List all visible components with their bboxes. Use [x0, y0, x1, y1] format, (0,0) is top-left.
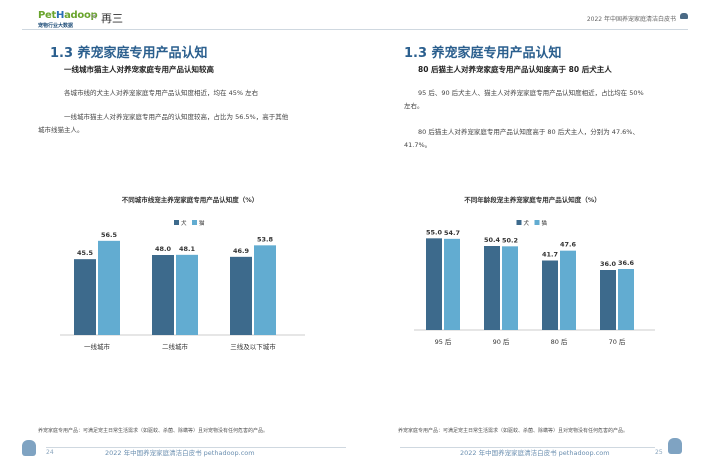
value-label-0-3: 36.0	[600, 260, 617, 268]
brand-tagline: 宠物行业大数据	[38, 23, 74, 29]
right-footer-text: 2022 年中国养宠家庭清洁白皮书 pethadoop.com	[460, 449, 610, 457]
chart-by-age-group: 不同年龄段宠主养宠家庭专用产品认知度（%） 犬 猫 55.0 54.7 95 后 50.4 5…	[414, 195, 655, 346]
chart-by-city-tier: 不同城市线宠主养宠家庭专用产品认知度（%） 犬 猫 45.5 56.5 一线城市 48.0 4…	[60, 195, 305, 351]
left-paragraph-2-line-1: 一线城市猫主人对养宠家庭专用产品的认知度较高，占比为 56.5%，高于其他	[64, 113, 289, 121]
right-paragraph-1-line-1: 95 后、90 后犬主人、猫主人对养宠家庭专用产品认知度相近，占比均在 50%	[418, 89, 644, 97]
cat-icon	[680, 13, 688, 19]
legend-label-0: 犬	[524, 219, 530, 227]
cat-silhouette-icon	[668, 438, 682, 454]
left-footnote: 养宠家庭专用产品：可满足宠主日常生活需求（如驱蚊、杀菌、除螨等）且对宠物没有任何…	[38, 428, 269, 434]
value-label-1-3: 36.6	[618, 259, 635, 267]
left-subtitle: 一线城市猫主人对养宠家庭专用产品认知较高	[64, 65, 214, 74]
right-paragraph-1: 95 后、90 后犬主人、猫主人对养宠家庭专用产品认知度相近，占比均在 50% …	[404, 87, 679, 113]
bar-0-0	[426, 238, 442, 330]
left-paragraph-2-line-2: 城市线猫主人。	[38, 126, 84, 134]
right-section-title: 1.3 养宠家庭专用产品认知	[404, 46, 562, 61]
value-label-0-2: 46.9	[233, 247, 250, 255]
brand-logo: PetHadoop	[38, 10, 98, 21]
bar-1-3	[618, 269, 634, 330]
right-paragraph-2: 80 后猫主人对养宠家庭专用产品认知度高于 80 后犬主人，分别为 47.6%、…	[404, 126, 679, 152]
chart-title: 不同城市线宠主养宠家庭专用产品认知度（%）	[122, 195, 259, 204]
value-label-1-0: 54.7	[444, 229, 460, 237]
legend-label-0: 犬	[181, 219, 187, 227]
left-page-number: 24	[46, 449, 54, 456]
legend-swatch-0	[516, 220, 522, 225]
left-footer-divider	[46, 447, 346, 448]
value-label-1-0: 56.5	[101, 231, 118, 239]
left-paragraph-2: 一线城市猫主人对养宠家庭专用产品的认知度较高，占比为 56.5%，高于其他 城市…	[38, 111, 349, 137]
bar-0-2	[230, 256, 252, 335]
bar-1-1	[176, 254, 198, 335]
bar-0-1	[484, 246, 500, 330]
category-label-2: 80 后	[551, 337, 568, 346]
value-label-1-1: 48.1	[179, 245, 196, 253]
bar-0-2	[542, 260, 558, 330]
category-label-0: 一线城市	[84, 342, 111, 351]
value-label-0-1: 50.4	[484, 236, 501, 244]
cat-silhouette-icon	[22, 440, 36, 456]
category-label-0: 95 后	[435, 337, 452, 346]
legend-label-1: 猫	[199, 219, 205, 227]
left-paragraph-1: 各城市线的犬主人对养宠家庭专用产品认知度相近，均在 45% 左右	[64, 89, 259, 97]
legend-swatch-1	[192, 220, 197, 225]
category-label-2: 三线及以下城市	[230, 342, 276, 351]
right-paragraph-2-line-2: 41.7%。	[404, 141, 432, 149]
bar-0-1	[152, 255, 174, 335]
bar-1-2	[254, 245, 276, 335]
value-label-1-1: 50.2	[502, 236, 518, 244]
value-label-0-0: 45.5	[77, 249, 94, 257]
logo-separator: ×	[90, 12, 98, 22]
left-section-title: 1.3 养宠家庭专用产品认知	[50, 46, 208, 61]
header-divider	[22, 29, 688, 30]
value-label-0-0: 55.0	[426, 228, 443, 236]
chart-title: 不同年龄段宠主养宠家庭专用产品认知度（%）	[464, 195, 601, 204]
value-label-0-1: 48.0	[155, 245, 172, 253]
legend-swatch-1	[534, 220, 540, 225]
left-footer-text: 2022 年中国养宠家庭清洁白皮书 pethadoop.com	[105, 449, 255, 457]
value-label-1-2: 47.6	[560, 241, 577, 249]
category-label-1: 90 后	[493, 337, 510, 346]
bar-1-0	[444, 238, 460, 330]
value-label-1-2: 53.8	[257, 235, 274, 243]
right-subtitle: 80 后猫主人对养宠家庭专用产品认知度高于 80 后犬主人	[418, 65, 612, 74]
bar-1-2	[560, 250, 576, 330]
bar-1-0	[98, 240, 120, 335]
legend-swatch-0	[174, 220, 179, 225]
category-label-3: 70 后	[609, 337, 626, 346]
bar-0-3	[600, 270, 616, 330]
legend-label-1: 猫	[542, 219, 548, 227]
report-title: 2022 年中国养宠家庭清洁白皮书	[586, 16, 676, 23]
right-paragraph-2-line-1: 80 后猫主人对养宠家庭专用产品认知度高于 80 后犬主人，分别为 47.6%、	[418, 128, 639, 136]
category-label-1: 二线城市	[162, 342, 189, 351]
right-footer-divider	[400, 447, 655, 448]
right-paragraph-1-line-2: 左右。	[404, 102, 424, 110]
right-footnote: 养宠家庭专用产品：可满足宠主日常生活需求（如驱蚊、杀菌、除螨等）且对宠物没有任何…	[398, 428, 629, 434]
value-label-0-2: 41.7	[542, 251, 558, 259]
bar-0-0	[74, 259, 96, 335]
right-page-number: 25	[655, 449, 663, 456]
bar-1-1	[502, 246, 518, 330]
partner-logo: 再三	[101, 12, 123, 25]
